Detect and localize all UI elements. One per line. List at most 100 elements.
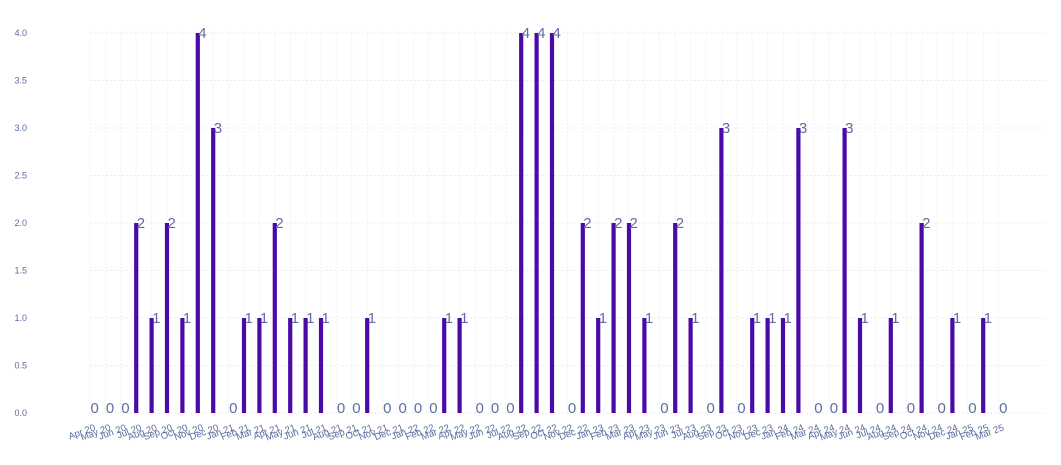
- bar: [241, 318, 247, 413]
- y-axis: 0.0 0.5 1.0 1.5 2.0 2.5 3.0 3.5 4.0: [14, 28, 27, 418]
- data-label: 4: [522, 25, 530, 42]
- bar: [857, 318, 863, 413]
- bar: [580, 223, 585, 413]
- bar: [534, 33, 539, 413]
- data-label: 1: [460, 310, 468, 327]
- bar: [457, 318, 462, 413]
- bar: [519, 33, 524, 413]
- data-label: 0: [91, 400, 99, 417]
- data-label: 4: [553, 25, 561, 42]
- data-label: 0: [568, 400, 576, 417]
- data-label: 0: [383, 400, 391, 417]
- data-label: 1: [753, 310, 761, 327]
- data-label: 1: [445, 310, 453, 327]
- bar: [642, 318, 647, 413]
- bar: [765, 318, 770, 413]
- data-label: 4: [537, 25, 545, 42]
- bar: [164, 223, 170, 413]
- data-label: 0: [476, 400, 484, 417]
- data-label: 2: [676, 215, 684, 232]
- data-label: 3: [799, 120, 807, 137]
- bar: [673, 223, 678, 413]
- bar: [888, 318, 893, 413]
- data-label: 3: [845, 120, 853, 137]
- data-label: 1: [183, 310, 191, 327]
- data-label: 0: [999, 400, 1007, 417]
- bar: [365, 318, 370, 413]
- bar: [780, 318, 786, 413]
- bar: [981, 318, 986, 413]
- data-label: 0: [907, 400, 915, 417]
- bar: [611, 223, 616, 413]
- bar: [134, 223, 139, 413]
- grid-lines: [89, 31, 1047, 414]
- data-label: 1: [768, 310, 776, 327]
- data-label: 1: [368, 310, 376, 327]
- bar: [842, 128, 847, 413]
- data-label: 0: [506, 400, 514, 417]
- y-tick-label: 1.0: [14, 313, 27, 323]
- data-label: 1: [599, 310, 607, 327]
- data-label: 0: [968, 400, 976, 417]
- data-label: 0: [352, 400, 360, 417]
- data-label: 2: [614, 215, 622, 232]
- data-label: 1: [784, 310, 792, 327]
- data-label: 0: [876, 400, 884, 417]
- data-label: 1: [691, 310, 699, 327]
- data-label: 0: [399, 400, 407, 417]
- bar: [211, 128, 216, 413]
- bars: [134, 33, 986, 413]
- data-label: 0: [229, 400, 237, 417]
- data-label: 3: [722, 120, 730, 137]
- data-label: 0: [814, 400, 822, 417]
- bar: [549, 33, 555, 413]
- data-label: 0: [337, 400, 345, 417]
- data-label: 1: [322, 310, 330, 327]
- data-label: 2: [137, 215, 145, 232]
- y-tick-label: 4.0: [14, 28, 27, 38]
- data-label: 1: [984, 310, 992, 327]
- data-label: 2: [922, 215, 930, 232]
- y-tick-label: 2.5: [14, 171, 27, 181]
- data-label: 1: [861, 310, 869, 327]
- y-tick-label: 0.0: [14, 408, 27, 418]
- data-label: 2: [583, 215, 591, 232]
- bar: [149, 318, 154, 413]
- data-label: 2: [275, 215, 283, 232]
- y-tick-label: 1.5: [14, 266, 27, 276]
- bar: [257, 318, 262, 413]
- data-label: 0: [121, 400, 129, 417]
- bar: [796, 128, 801, 413]
- data-label: 1: [645, 310, 653, 327]
- bar: [288, 318, 293, 413]
- data-label: 0: [830, 400, 838, 417]
- bar: [719, 128, 724, 413]
- bar: [272, 223, 277, 413]
- bar: [180, 318, 185, 413]
- data-label: 0: [660, 400, 668, 417]
- data-label: 2: [630, 215, 638, 232]
- data-label: 0: [414, 400, 422, 417]
- data-label: 1: [291, 310, 299, 327]
- y-tick-label: 0.5: [14, 361, 27, 371]
- data-label: 2: [168, 215, 176, 232]
- data-label: 0: [938, 400, 946, 417]
- data-label: 0: [737, 400, 745, 417]
- bar: [750, 318, 755, 413]
- data-label: 1: [245, 310, 253, 327]
- bar: [195, 33, 200, 413]
- data-label: 1: [306, 310, 314, 327]
- bar: [919, 223, 924, 413]
- bar: [442, 318, 447, 413]
- data-label: 4: [198, 25, 206, 42]
- bar: [303, 318, 308, 413]
- bar: [688, 318, 693, 413]
- data-label: 1: [891, 310, 899, 327]
- data-label: 0: [429, 400, 437, 417]
- data-label: 0: [707, 400, 715, 417]
- y-tick-label: 3.5: [14, 76, 27, 86]
- data-label: 0: [106, 400, 114, 417]
